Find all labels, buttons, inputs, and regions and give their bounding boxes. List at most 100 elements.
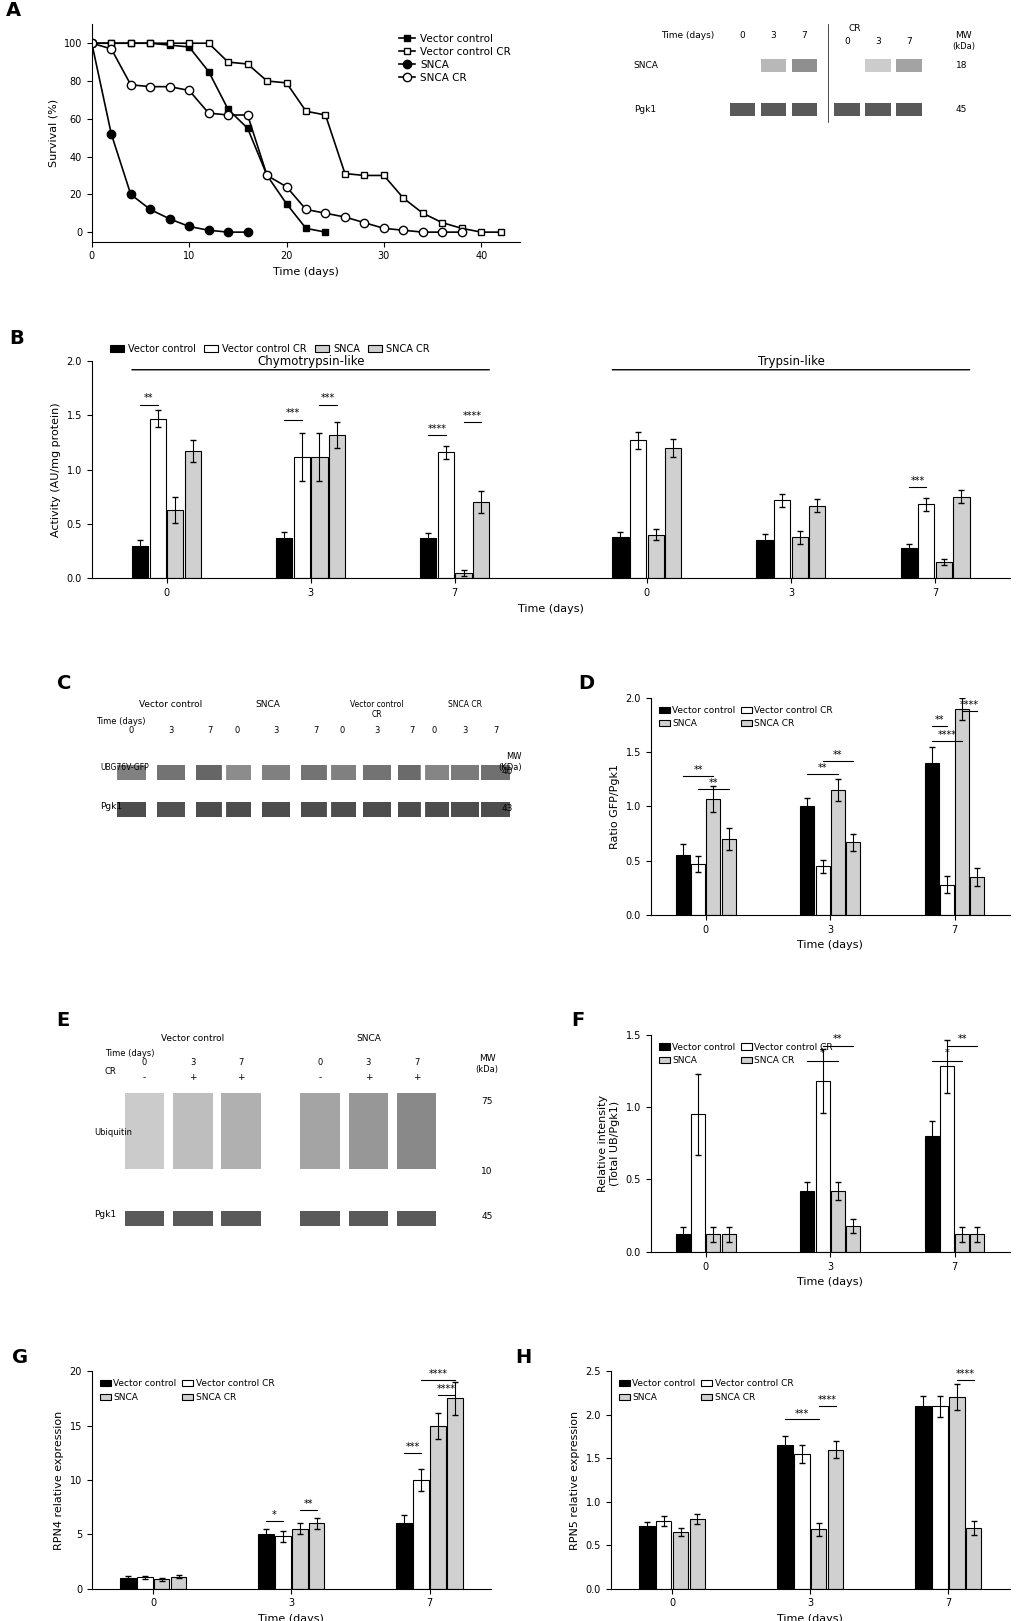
- Vector control CR: [338, 164, 351, 183]
- Bar: [864, 102, 890, 115]
- Text: ****: ****: [436, 1384, 455, 1394]
- Bar: [363, 765, 391, 780]
- Bar: [830, 1191, 844, 1251]
- Text: 3: 3: [874, 37, 880, 45]
- Bar: [721, 840, 735, 916]
- Vector control CR: [455, 219, 468, 238]
- Bar: [924, 1136, 937, 1251]
- Bar: [397, 802, 426, 817]
- Bar: [845, 1225, 859, 1251]
- Bar: [117, 802, 146, 817]
- Text: ***: ***: [794, 1409, 808, 1418]
- Text: ***: ***: [285, 408, 300, 418]
- SNCA CR: [242, 105, 254, 125]
- Bar: [348, 1211, 388, 1225]
- SNCA CR: [455, 222, 468, 242]
- Vector control CR: [494, 222, 506, 242]
- SNCA CR: [86, 34, 98, 53]
- Bar: [689, 1519, 704, 1589]
- Legend: Vector control, SNCA, Vector control CR, SNCA CR: Vector control, SNCA, Vector control CR,…: [614, 1376, 796, 1405]
- Legend: Vector control, Vector control CR, SNCA, SNCA CR: Vector control, Vector control CR, SNCA,…: [394, 29, 515, 88]
- Text: Vector control: Vector control: [161, 1034, 224, 1042]
- Bar: [940, 1067, 953, 1251]
- SNCA CR: [417, 222, 429, 242]
- Text: -: -: [318, 1073, 321, 1083]
- Bar: [810, 1530, 825, 1589]
- SNCA: [86, 34, 98, 53]
- Text: Trypsin-like: Trypsin-like: [757, 355, 823, 368]
- Bar: [222, 802, 251, 817]
- Text: 3: 3: [273, 726, 278, 734]
- Bar: [673, 1532, 688, 1589]
- Y-axis label: RPN5 relative expression: RPN5 relative expression: [570, 1410, 580, 1550]
- SNCA: [222, 222, 234, 242]
- Bar: [791, 102, 816, 115]
- SNCA CR: [338, 207, 351, 227]
- Bar: [437, 452, 453, 579]
- Text: (kDa): (kDa): [951, 42, 974, 50]
- Text: **: **: [957, 1034, 966, 1044]
- Text: Chymotrypsin-like: Chymotrypsin-like: [257, 355, 364, 368]
- Text: CR: CR: [372, 710, 382, 720]
- Text: MW: MW: [506, 752, 522, 760]
- Bar: [309, 1524, 324, 1589]
- Text: 3: 3: [366, 1059, 371, 1067]
- Bar: [481, 802, 510, 817]
- Text: **: **: [693, 765, 702, 775]
- Bar: [773, 501, 790, 579]
- SNCA CR: [436, 222, 448, 242]
- Vector control CR: [124, 34, 137, 53]
- Bar: [221, 1093, 261, 1169]
- Bar: [954, 1235, 968, 1251]
- Vector control: [222, 99, 234, 118]
- SNCA CR: [280, 177, 292, 196]
- Text: 43: 43: [501, 804, 513, 812]
- Text: **: **: [833, 1034, 842, 1044]
- Text: SNCA: SNCA: [356, 1034, 380, 1042]
- Bar: [420, 538, 436, 579]
- Text: 7: 7: [238, 1059, 244, 1067]
- X-axis label: Time (days): Time (days): [258, 1615, 324, 1621]
- Text: B: B: [9, 329, 23, 347]
- SNCA: [124, 185, 137, 204]
- Bar: [450, 802, 479, 817]
- SNCA CR: [358, 212, 370, 232]
- Text: +: +: [413, 1073, 420, 1083]
- Bar: [776, 1446, 792, 1589]
- Text: ***: ***: [909, 477, 923, 486]
- Text: MW: MW: [478, 1054, 495, 1063]
- Bar: [953, 498, 969, 579]
- Text: *: *: [819, 1049, 824, 1059]
- Bar: [396, 1524, 412, 1589]
- Text: ****: ****: [817, 1396, 836, 1405]
- Bar: [397, 765, 426, 780]
- Bar: [420, 765, 448, 780]
- Bar: [156, 802, 184, 817]
- Text: Pgk1: Pgk1: [101, 802, 122, 810]
- Text: Pgk1: Pgk1: [633, 104, 655, 113]
- SNCA CR: [377, 219, 389, 238]
- Bar: [896, 102, 921, 115]
- Text: 0: 0: [233, 726, 239, 734]
- Vector control CR: [105, 34, 117, 53]
- Bar: [655, 1520, 671, 1589]
- Bar: [800, 806, 813, 916]
- Text: *: *: [272, 1511, 276, 1520]
- Vector control: [86, 34, 98, 53]
- Text: A: A: [6, 0, 21, 19]
- Bar: [124, 1093, 164, 1169]
- Bar: [150, 418, 166, 579]
- Text: **: **: [708, 778, 717, 788]
- Bar: [291, 1529, 308, 1589]
- Text: ****: ****: [959, 700, 978, 710]
- Line: SNCA CR: SNCA CR: [88, 39, 466, 237]
- Text: 45: 45: [955, 104, 966, 113]
- Text: 0: 0: [739, 31, 745, 39]
- Y-axis label: Activity (AU/mg protein): Activity (AU/mg protein): [51, 402, 61, 537]
- SNCA: [105, 125, 117, 144]
- X-axis label: Time (days): Time (days): [273, 267, 338, 277]
- Bar: [196, 765, 224, 780]
- Bar: [638, 1525, 654, 1589]
- Bar: [328, 434, 344, 579]
- Bar: [729, 102, 754, 115]
